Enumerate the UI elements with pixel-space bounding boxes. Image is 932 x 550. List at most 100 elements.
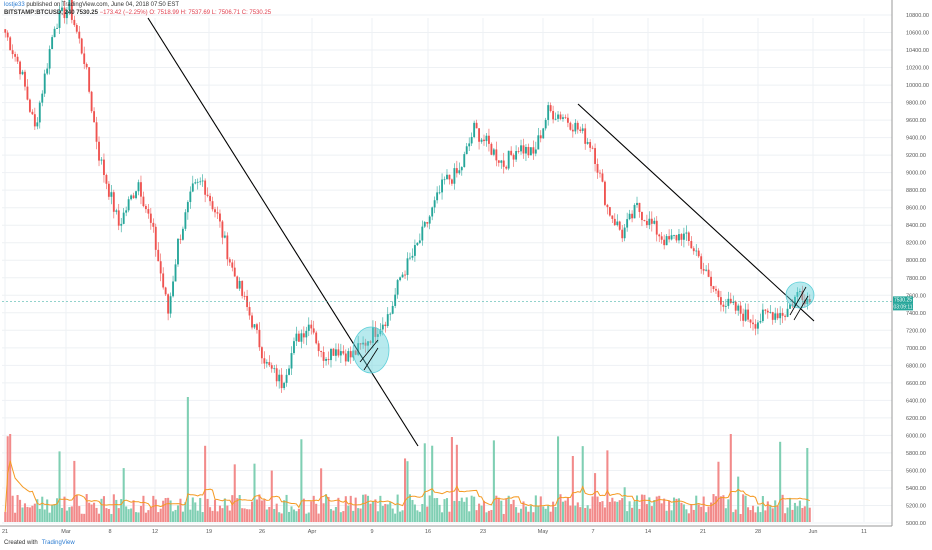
candle-body [485,135,488,142]
volume-bar [793,502,796,522]
candle-body [93,111,96,123]
volume-bar [312,495,315,522]
candle-body [480,139,483,142]
candle-body [675,235,678,241]
volume-bar [80,513,83,522]
candle-body [786,308,789,317]
candle-body [347,351,350,362]
candle-body [512,154,515,160]
price-label-value: 7530.25 [894,297,912,303]
volume-bar [211,510,214,522]
volume-bar [416,510,419,522]
volume-bar [307,512,310,522]
volume-bar [347,505,350,522]
volume-bar [4,512,7,522]
price-tick-label: 6400.00 [906,398,926,404]
volume-bar [167,497,170,522]
volume-bar [714,496,718,522]
time-tick-label: Apr [308,529,317,535]
wedge-line[interactable] [363,347,379,371]
volume-bar [194,502,197,522]
candle-body [330,348,332,361]
candle-body [761,309,764,322]
volume-bar [628,501,631,522]
volume-bar [115,499,118,522]
candle-body [140,182,142,197]
candle-body [742,313,745,321]
volume-bar [315,503,318,522]
volume-bar [154,499,157,522]
volume-bar [139,505,143,522]
wedge-line[interactable] [789,286,807,316]
candle-body [68,0,71,11]
volume-bar [107,509,110,522]
volume-bar [258,494,261,522]
volume-bar [492,440,495,522]
candle-body [300,333,303,342]
volume-bar [78,506,81,522]
candle-body [280,374,283,389]
volume-bar [162,500,165,522]
candle-body [446,174,448,180]
candle-body [757,322,759,329]
candle-body [144,206,147,210]
candle-body [125,210,128,213]
trend-line-2[interactable] [577,103,815,322]
volume-bar [544,508,547,522]
candle-body [332,348,335,356]
volume-bar [534,495,537,522]
volume-bar [586,505,589,522]
candle-body [167,294,170,314]
wedge-line[interactable] [793,295,809,321]
volume-bar [221,508,224,522]
volume-bar [369,503,372,522]
candle-body [648,218,651,226]
author-name[interactable]: lostje33 [4,2,25,8]
volume-bar [712,494,715,522]
candle-body [529,147,532,156]
candle-body [653,220,656,224]
volume-bar [443,499,446,522]
volume-bar [21,507,24,522]
candle-body [497,160,500,163]
candle-body [490,143,493,155]
volume-bar [677,498,681,522]
candle-body [376,334,379,337]
volume-bar [579,507,582,522]
candle-body [690,241,693,249]
volume-bar [532,512,535,522]
candle-body [24,71,26,87]
volume-bar [275,503,278,522]
candle-body [293,341,295,354]
volume-bar [406,461,409,522]
highlight-circle[interactable] [785,281,815,309]
candle-body [204,180,207,195]
highlight-circle[interactable] [352,326,390,374]
candle-body [209,195,212,202]
candle-body [349,351,352,358]
candle-body [297,333,300,342]
volume-bar [132,500,135,522]
volume-bar [413,504,416,522]
volume-bar [631,507,634,522]
volume-bar [391,508,394,522]
trend-line-1[interactable] [147,17,419,447]
candle-body [438,192,441,194]
volume-bar [120,499,123,522]
ohlc-values: O: 7518.99 H: 7537.69 L: 7506.71 C: 7530… [149,10,272,16]
volume-bar [665,510,668,522]
last-price: 7530.25 [76,10,98,16]
tradingview-logo-text[interactable]: TradingView [41,540,75,546]
candle-body [31,111,34,115]
wedge-line[interactable] [359,339,379,363]
price-tick-label: 5800.00 [906,451,926,457]
candle-body [58,10,61,28]
candle-body [191,183,194,192]
candle-body [737,305,740,311]
candle-body [697,250,700,257]
candle-body [33,114,36,127]
volume-bar [448,511,451,522]
volume-bar [9,433,12,522]
candle-body [9,37,12,51]
